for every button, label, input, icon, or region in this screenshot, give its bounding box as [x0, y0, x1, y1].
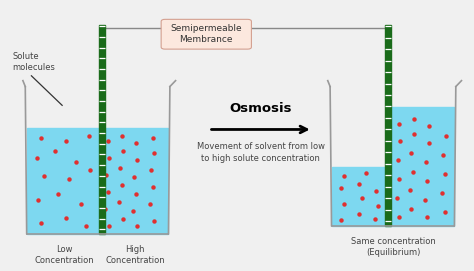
Text: Semipermeable
Membrance: Semipermeable Membrance [171, 24, 242, 44]
Text: Same concentration
(Equilibrium): Same concentration (Equilibrium) [351, 237, 435, 257]
Bar [99, 25, 105, 234]
Bar [102, 128, 168, 234]
Text: High
Concentration: High Concentration [105, 245, 165, 265]
FancyBboxPatch shape [161, 19, 251, 49]
Bar [27, 128, 102, 234]
Text: Osmosis: Osmosis [229, 102, 292, 115]
Text: Low
Concentration: Low Concentration [35, 245, 94, 265]
Text: Movement of solvent from low
to high solute concentration: Movement of solvent from low to high sol… [197, 142, 325, 163]
Bar [388, 108, 455, 226]
Bar [331, 167, 388, 226]
Text: Solute
molecules: Solute molecules [12, 52, 55, 72]
Bar [385, 25, 391, 226]
